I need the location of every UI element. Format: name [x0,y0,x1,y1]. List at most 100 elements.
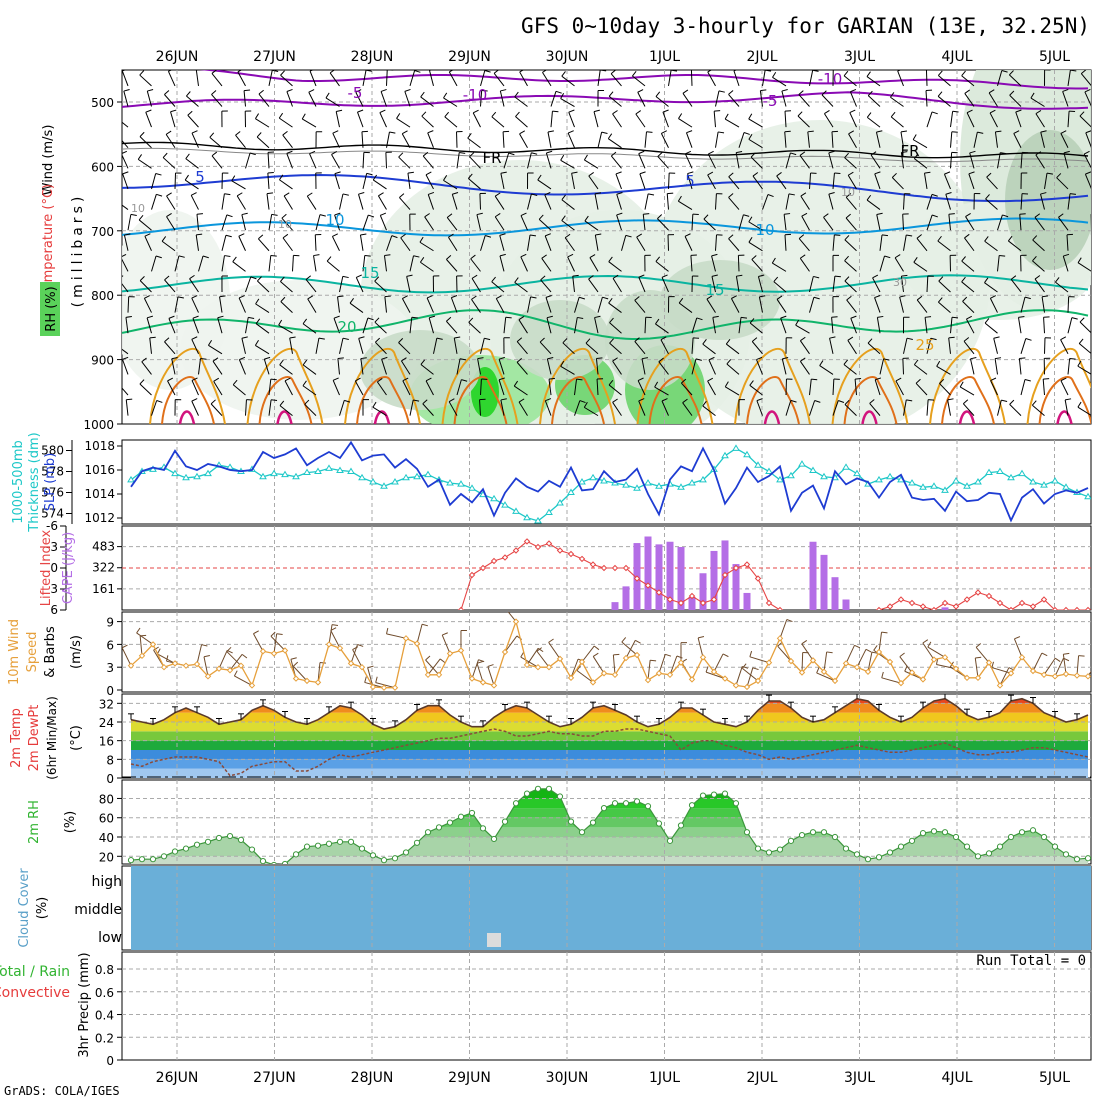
wind-barb [284,380,293,396]
wind-barb [125,317,129,334]
wind-barb-flag [990,295,996,299]
wind-barb [584,220,599,231]
wind-barb [1044,173,1048,190]
rh2m-line-point [534,785,542,792]
wind-barb [540,279,552,293]
wind-barb [612,360,622,375]
wind-barb [407,173,411,190]
li-line-point [941,599,949,607]
wind-barb-flag [332,233,339,237]
wind-barb-flag [1058,213,1064,218]
wind-barb-flag [422,151,429,157]
wind-barb [279,179,293,190]
wind-barb [926,399,929,416]
thickness-line-point [1051,476,1059,484]
wind-barb-flag [270,378,277,381]
wind10-barb [375,682,396,689]
wind-barb [165,134,176,149]
wind10-barb [927,646,946,658]
wind-barb-flag [708,150,714,155]
wind10-line-point [413,640,421,647]
wind-barb [926,275,929,293]
wind-barb-flag [797,111,803,117]
wind-barb-flag [661,130,667,134]
wind-barb [1009,404,1022,416]
axis-tick-label: 80 [99,792,114,806]
wind10-barb-flag [871,651,878,654]
wind-barb [192,318,199,334]
wind-barb [691,337,694,354]
wind-barb-flag [400,233,406,239]
wind-barb [594,317,599,334]
wind-barb-flag [895,377,902,382]
wind10-label-3: & Barbs [43,626,58,678]
wind-barb [151,173,157,190]
cloud-cover-fill [131,866,1091,950]
wind-barb [355,277,364,293]
wind-barb [989,298,998,313]
wind-barb [993,338,998,354]
wind-barb-flag [539,337,545,343]
wind-barb [756,400,763,416]
wind-barb-flag [469,152,475,158]
wind-barb-flag [1009,399,1015,405]
wind-barb [402,380,411,396]
wind-barb-flag [461,379,468,382]
wind-barb [799,340,810,355]
wind-barb-flag [589,254,596,258]
thickness-tick-label: 578 [41,465,64,479]
wind-barb [737,255,740,272]
wind-barb-flag [1096,235,1100,237]
wind-barb [164,341,176,355]
wind-barb-flag [966,315,972,320]
wind-barb-flag [662,109,669,113]
wind-barb-flag [959,381,964,388]
wind-barb [362,214,369,231]
thickness-line-point [1062,483,1070,490]
wind-barb [759,90,763,107]
rh2m-line-point [138,856,146,863]
wind-barb-flag [1071,317,1078,320]
wind-barb-flag [1060,336,1067,341]
wind-barb [446,259,458,272]
wind-barb [515,116,528,128]
wind-barb-flag [289,336,296,339]
wind-barb [122,204,129,210]
wind-barb [456,358,461,375]
contour-label-rh: 10 [131,202,145,215]
wind-barb-flag [906,399,913,402]
thickness-line-point [270,469,278,477]
wind-barb-flag [728,193,734,198]
wind-barb-flag [378,192,384,197]
wind-barb [495,298,505,313]
wind-barb [335,111,340,128]
bottom-date-label: 27JUN [253,1070,296,1086]
wind-barb [164,94,176,107]
wind-barb-flag [681,378,687,384]
wind10-barb [386,633,407,639]
wind-barb [966,318,975,334]
wind10-barb [801,643,814,661]
wind-barb [241,338,246,354]
rh2m-line-point [930,828,938,835]
wind-barb [847,340,857,355]
wind-barb [926,214,933,231]
wind10-line-point [1084,673,1091,680]
wind10-barb [867,652,873,672]
wind-barb-flag [578,296,586,300]
thickness-line-point [787,471,795,479]
wind-barb [947,399,951,416]
wind-barb-flag [765,70,772,72]
li-line-point [1084,606,1091,610]
wind-barb [237,71,246,87]
wind10-line-point [578,658,586,666]
wind10-barb-flag [156,648,161,655]
li-line-point [523,538,531,545]
wind-barb [444,116,458,128]
wind-barb-flag [210,399,216,405]
wind-barb-flag [869,399,875,404]
wind10-line-point [127,662,135,669]
wind-barb [195,234,199,251]
wind-barb-flag [760,89,767,92]
